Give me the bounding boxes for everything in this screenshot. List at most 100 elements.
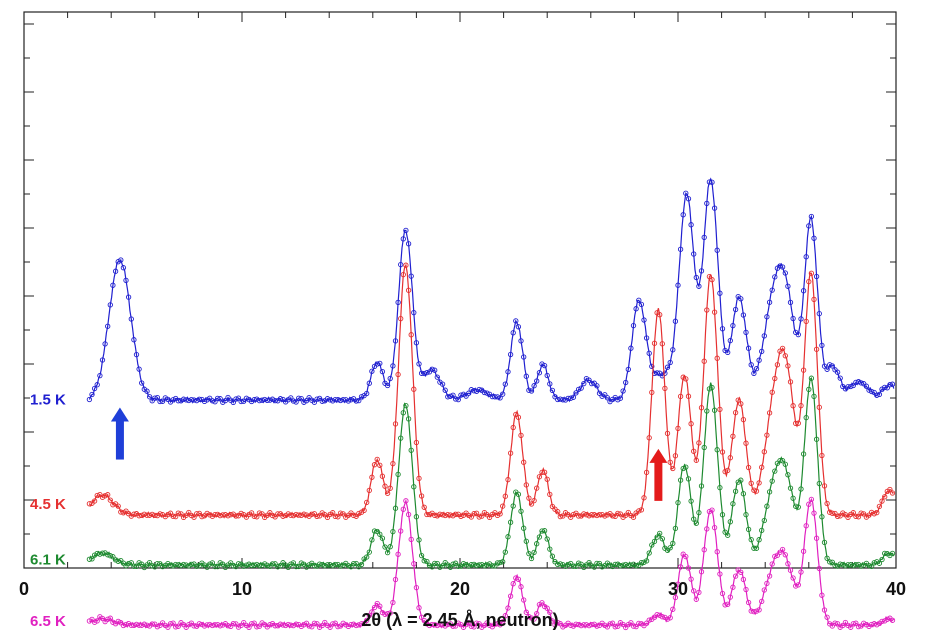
data-point [125,560,132,567]
data-point [717,406,723,413]
data-point [884,616,890,622]
data-point [233,513,239,519]
data-point [672,525,679,532]
data-point [832,510,838,517]
data-point [301,399,307,405]
data-point [481,563,488,569]
data-point [439,622,446,628]
data-point [735,397,741,403]
data-point [411,386,417,392]
data-point [643,620,650,626]
data-point [670,465,676,472]
data-point [510,581,516,587]
plot-frame [23,11,897,569]
data-point [243,395,250,401]
data-point [824,500,830,507]
data-point [575,560,582,566]
data-point [217,512,223,519]
data-point [581,622,587,628]
data-point [452,511,459,517]
data-point [884,385,890,391]
data-point [424,369,430,376]
data-point [636,297,642,303]
data-point [254,624,260,630]
data-point [785,283,791,289]
data-point [345,562,352,569]
data-point [772,468,778,474]
data-point [701,358,707,364]
data-point [779,345,786,352]
data-point [413,340,420,346]
data-point [330,621,336,627]
data-point [288,512,294,518]
data-point [751,608,757,615]
data-point [612,513,618,520]
data-point [816,310,822,317]
data-point [377,531,383,537]
data-point [829,510,835,516]
data-point [421,558,427,564]
data-point [536,474,543,480]
data-point [400,410,406,416]
data-point [340,396,346,403]
data-point [578,561,584,567]
data-point [335,561,341,568]
data-point [285,511,291,517]
data-point [382,483,388,489]
data-point [350,621,357,627]
data-point [256,562,263,569]
data-point [209,560,216,566]
data-point [105,492,111,498]
data-point [654,370,660,376]
data-point [691,516,697,522]
data-point [677,393,684,400]
data-point [628,345,634,351]
data-point [646,550,652,556]
data-point [795,420,801,426]
data-point [353,513,359,519]
data-point [230,563,236,569]
data-point [887,486,893,493]
data-point [144,512,150,518]
data-point [343,397,349,403]
data-point [131,622,137,629]
data-point [675,425,681,432]
data-point [821,607,828,613]
data-point [421,504,427,510]
data-point [91,385,98,392]
data-point [536,534,543,540]
data-point [303,512,310,518]
data-point [782,461,788,467]
data-point [387,375,393,382]
data-point [254,396,260,402]
data-point [139,561,145,567]
data-point [486,514,493,521]
data-point [685,393,692,399]
data-point [494,621,501,627]
data-point [306,623,312,629]
data-point [382,611,388,617]
data-point [743,329,749,336]
data-point [824,614,830,620]
data-point [748,608,754,614]
data-point [199,513,205,520]
data-point [91,498,98,504]
data-point [112,268,119,274]
data-point [157,561,163,567]
data-point [649,389,655,396]
data-point [144,388,150,394]
data-point [364,554,370,560]
data-point [625,366,631,373]
data-point [256,623,263,629]
data-point [560,397,566,403]
data-point [348,397,354,403]
data-point [589,621,595,628]
data-point [411,484,417,490]
data-point [348,564,354,570]
data-point [115,558,121,564]
data-point [382,544,388,550]
data-point [403,227,409,234]
data-point [646,435,652,441]
data-point [358,561,365,568]
data-point [233,563,239,570]
